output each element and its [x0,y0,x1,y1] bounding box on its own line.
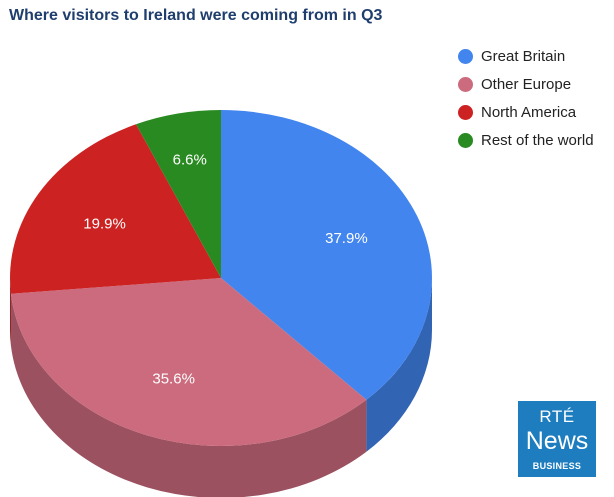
pie-side-great-britain [366,278,432,452]
pie-top [10,110,432,446]
slice-label-great-britain: 37.9% [325,230,368,247]
logo-business-text: BUSINESS [532,461,582,471]
legend-label: Great Britain [481,47,566,65]
legend-swatch [458,104,473,120]
chart-title: Where visitors to Ireland were coming fr… [9,7,383,24]
legend-item-north-america[interactable]: North America [458,98,594,126]
logo-rte-text: RTÉ [539,407,575,426]
legend-label: Other Europe [481,75,572,93]
pie-sides [10,278,432,497]
legend-item-great-britain[interactable]: Great Britain [458,42,594,70]
logo-news-text: News [525,427,589,455]
rte-news-business-logo: RTÉ News BUSINESS [518,401,596,477]
legend-item-rest-of-the-world[interactable]: Rest of the world [458,126,594,154]
legend-swatch [458,132,473,148]
legend-swatch [458,48,473,64]
slice-label-north-america: 19.9% [83,216,126,233]
pie-labels: 37.9% 35.6% 19.9% 6.6% [83,152,367,388]
legend-label: Rest of the world [481,131,594,149]
slice-label-rest-of-the-world: 6.6% [173,152,207,169]
slice-label-other-europe: 35.6% [152,371,195,388]
legend-item-other-europe[interactable]: Other Europe [458,70,594,98]
pie-slice-north-america[interactable] [10,124,221,294]
pie-slice-great-britain[interactable] [221,110,432,400]
chart-legend: Great Britain Other Europe North America… [458,42,594,154]
legend-label: North America [481,103,577,121]
pie-slice-rest-of-the-world[interactable] [135,110,221,278]
pie-side-other-europe [10,293,367,497]
pie-side-north-america [10,278,11,346]
pie-slice-other-europe[interactable] [10,278,367,446]
legend-swatch [458,76,473,92]
